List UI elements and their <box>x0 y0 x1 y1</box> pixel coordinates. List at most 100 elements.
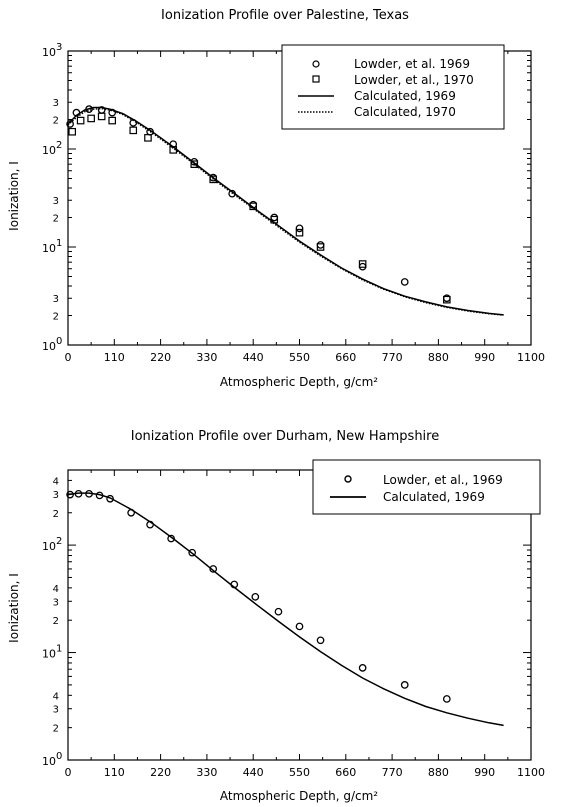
chart-palestine: Ionization Profile over Palestine, Texas… <box>7 8 545 389</box>
data-marks <box>66 105 504 316</box>
data-point-square <box>76 116 85 125</box>
series-line-solid <box>67 106 504 316</box>
x-tick-label: 770 <box>382 351 403 364</box>
data-point-square <box>144 134 152 142</box>
series-line-dotted <box>67 107 504 316</box>
y-minor-label: 3 <box>53 705 59 716</box>
data-point-circle <box>188 548 197 557</box>
legend-label: Lowder, et al., 1969 <box>383 473 503 487</box>
y-minor-label: 3 <box>53 294 59 305</box>
y-tick-exponent: 0 <box>56 336 62 347</box>
x-tick-label: 1100 <box>517 351 545 364</box>
legend-label: Calculated, 1970 <box>354 105 456 119</box>
y-tick-label: 10 <box>42 755 56 768</box>
data-marks <box>66 489 504 727</box>
data-point-circle <box>442 695 451 703</box>
y-tick-label: 10 <box>42 540 56 553</box>
y-tick-exponent: 1 <box>56 644 62 655</box>
legend-label: Calculated, 1969 <box>383 490 485 504</box>
x-tick-label: 330 <box>196 766 217 779</box>
y-tick-exponent: 2 <box>56 536 62 547</box>
y-minor-label: 2 <box>53 509 59 520</box>
legend-box <box>281 44 505 130</box>
data-point-circle <box>270 213 279 222</box>
legend-swatch-circle <box>344 475 352 483</box>
x-tick-label: 110 <box>104 766 125 779</box>
chart-durham: Ionization Profile over Durham, New Hamp… <box>7 429 545 803</box>
data-point-square <box>358 260 367 268</box>
y-minor-label: 4 <box>53 584 59 595</box>
x-tick-label: 1100 <box>517 766 545 779</box>
x-tick-label: 440 <box>243 351 264 364</box>
y-minor-label: 3 <box>53 98 59 109</box>
x-tick-label: 990 <box>474 766 495 779</box>
legend-label: Calculated, 1969 <box>354 89 456 103</box>
y-tick-label: 10 <box>42 46 56 59</box>
x-tick-label: 220 <box>150 766 171 779</box>
data-point-circle <box>274 607 283 616</box>
y-minor-label: 2 <box>53 115 59 126</box>
x-tick-label: 880 <box>428 766 449 779</box>
x-tick-label: 550 <box>289 766 310 779</box>
x-tick-label: 770 <box>382 766 403 779</box>
y-minor-label: 4 <box>53 476 59 487</box>
y-minor-label: 3 <box>53 490 59 501</box>
y-minor-label: 3 <box>53 196 59 207</box>
data-point-circle <box>316 241 325 249</box>
y-tick-exponent: 1 <box>56 238 62 249</box>
y-axis-label: Ionization, I <box>7 161 21 231</box>
y-tick-label: 10 <box>42 340 56 353</box>
data-point-square <box>295 228 304 237</box>
data-point-circle <box>400 681 409 689</box>
y-tick-label: 10 <box>42 144 56 157</box>
data-point-square <box>190 160 199 168</box>
y-minor-label: 2 <box>53 616 59 627</box>
legend-box <box>312 459 541 515</box>
data-point-circle <box>251 592 260 601</box>
legend-swatch-circle <box>312 60 320 68</box>
data-point-circle <box>400 278 409 286</box>
y-minor-label: 4 <box>53 691 59 702</box>
legend-swatch-square <box>312 75 320 83</box>
data-point-square <box>108 116 116 125</box>
y-tick-label: 10 <box>42 242 56 255</box>
x-tick-label: 440 <box>243 766 264 779</box>
x-tick-label: 220 <box>150 351 171 364</box>
x-tick-label: 110 <box>104 351 125 364</box>
data-point-square <box>97 112 106 121</box>
legend: Lowder, et al. 1969 Lowder, et al., 1970… <box>281 44 505 130</box>
data-point-circle <box>66 490 74 499</box>
y-minor-label: 2 <box>53 213 59 224</box>
series-line-solid <box>67 492 504 727</box>
y-tick-exponent: 3 <box>56 42 62 53</box>
x-tick-label: 550 <box>289 351 310 364</box>
data-point-circle <box>358 664 367 672</box>
chart-title: Ionization Profile over Palestine, Texas <box>161 8 409 23</box>
y-minor-label: 2 <box>53 311 59 322</box>
y-axis-label: Ionization, I <box>7 573 21 643</box>
x-tick-label: 660 <box>335 351 356 364</box>
x-tick-label: 0 <box>65 351 72 364</box>
data-point-square <box>316 243 325 251</box>
data-point-square <box>249 202 258 211</box>
x-tick-label: 880 <box>428 351 449 364</box>
data-point-circle <box>295 224 304 233</box>
data-point-circle <box>209 565 218 573</box>
y-tick-exponent: 0 <box>56 751 62 762</box>
data-point-circle <box>295 622 304 631</box>
y-tick-exponent: 2 <box>56 140 62 151</box>
y-tick-label: 10 <box>42 648 56 661</box>
y-minor-label: 3 <box>53 597 59 608</box>
legend-label: Lowder, et al., 1970 <box>354 73 474 87</box>
data-point-square <box>443 295 451 304</box>
data-point-square <box>87 114 95 123</box>
y-minor-label: 2 <box>53 724 59 735</box>
x-axis-label: Atmospheric Depth, g/cm² <box>220 789 378 803</box>
data-point-circle <box>316 636 325 645</box>
data-point-square <box>129 126 138 135</box>
data-point-circle <box>106 494 114 503</box>
